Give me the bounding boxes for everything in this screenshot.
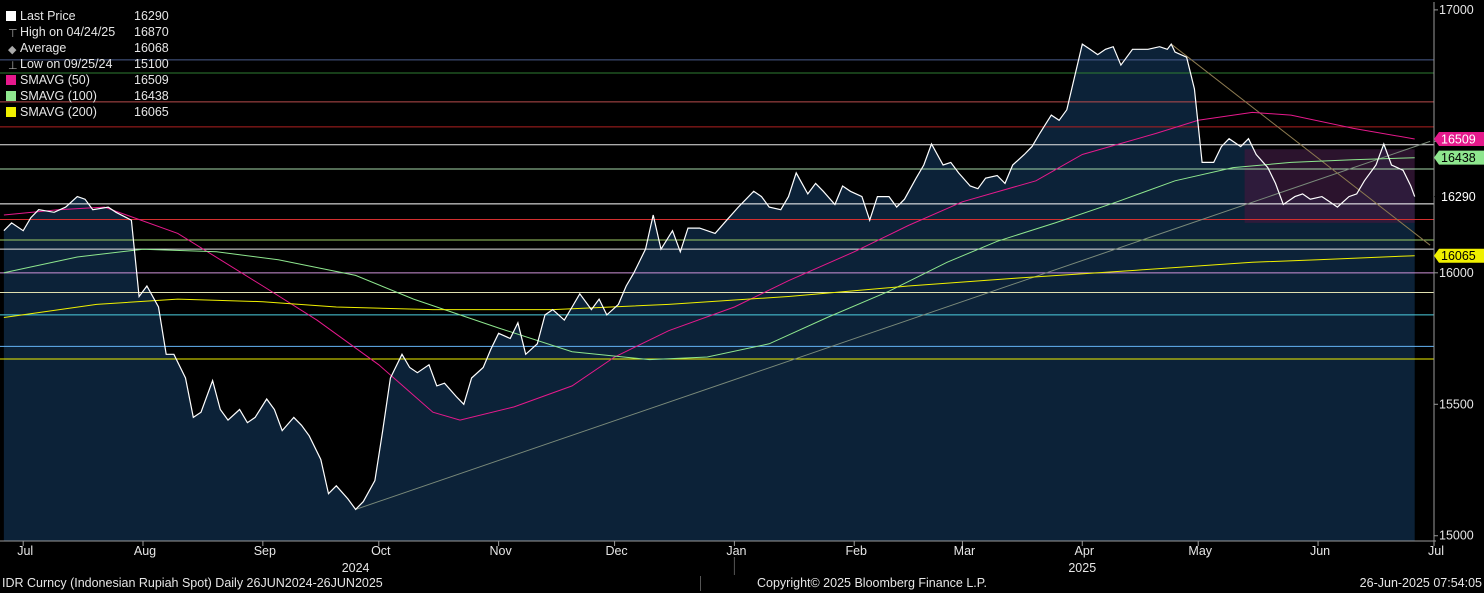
footer-copyright: Copyright© 2025 Bloomberg Finance L.P.	[757, 576, 987, 590]
average-marker-icon: ◆	[8, 44, 17, 56]
sma-line	[3, 111, 1415, 421]
x-tick-label: Jan	[726, 544, 746, 558]
legend: Last Price 16290 ⊤ High on 04/24/25 1687…	[4, 8, 184, 120]
legend-row-low: ⊥ Low on 09/25/24 15100	[4, 56, 184, 72]
footer-divider	[700, 576, 701, 591]
sma100-swatch-icon	[4, 90, 18, 102]
x-tick-label: Jun	[1310, 544, 1330, 558]
value-tag-bg	[1434, 248, 1484, 263]
year-label: 2024	[342, 561, 370, 575]
legend-label: SMAVG (100)	[20, 89, 97, 103]
sma-line	[3, 157, 1415, 361]
x-tick-label: Feb	[845, 544, 867, 558]
legend-label: SMAVG (200)	[20, 105, 97, 119]
legend-row-sma50: SMAVG (50) 16509	[4, 72, 184, 88]
price-chart: 1500015500160001650017000JulAugSepOctNov…	[0, 2, 1484, 575]
legend-value: 15100	[134, 57, 169, 71]
legend-value: 16438	[134, 89, 169, 103]
x-tick-label: Sep	[254, 544, 276, 558]
x-tick-label: Jul	[17, 544, 33, 558]
legend-label: Average	[20, 41, 67, 55]
value-tag-bg	[1434, 189, 1484, 204]
legend-row-sma100: SMAVG (100) 16438	[4, 88, 184, 104]
footer-timestamp: 26-Jun-2025 07:54:05	[1359, 576, 1482, 590]
footer-security-info: IDR Curncy (Indonesian Rupiah Spot) Dail…	[2, 576, 383, 590]
legend-value: 16290	[134, 9, 169, 23]
legend-label: SMAVG (50)	[20, 73, 90, 87]
legend-value: 16509	[134, 73, 169, 87]
legend-row-last-price: Last Price 16290	[4, 8, 184, 24]
legend-label: Low on 09/25/24	[20, 57, 113, 71]
legend-row-average: ◆ Average 16068	[4, 40, 184, 56]
y-tick-label: 16000	[1439, 266, 1474, 280]
x-tick-label: Jul	[1428, 544, 1444, 558]
y-tick-label: 17000	[1439, 3, 1474, 17]
value-tag-label: 16438	[1441, 151, 1476, 165]
x-tick-label: Oct	[371, 544, 391, 558]
sma200-swatch-icon	[4, 106, 18, 118]
sma-line	[3, 255, 1415, 318]
footer-bar: IDR Curncy (Indonesian Rupiah Spot) Dail…	[0, 576, 1484, 593]
legend-value: 16065	[134, 105, 169, 119]
x-tick-label: May	[1188, 544, 1212, 558]
y-tick-label: 15000	[1439, 529, 1474, 543]
value-tag-label: 16065	[1441, 249, 1476, 263]
legend-label: Last Price	[20, 9, 76, 23]
legend-row-sma200: SMAVG (200) 16065	[4, 104, 184, 120]
x-tick-label: Apr	[1075, 544, 1094, 558]
value-tag-bg	[1434, 131, 1484, 146]
legend-label: High on 04/24/25	[20, 25, 116, 39]
x-tick-label: Dec	[605, 544, 627, 558]
value-tag-label: 16290	[1441, 190, 1476, 204]
legend-row-high: ⊤ High on 04/24/25 16870	[4, 24, 184, 40]
value-tag-bg	[1434, 150, 1484, 165]
x-tick-label: Mar	[954, 544, 976, 558]
value-tag-label: 16509	[1441, 132, 1476, 146]
low-marker-icon: ⊥	[8, 60, 18, 72]
legend-value: 16068	[134, 41, 169, 55]
trendline	[1170, 43, 1431, 246]
x-tick-label: Aug	[134, 544, 156, 558]
y-tick-label: 15500	[1439, 397, 1474, 411]
price-line	[3, 42, 1416, 511]
high-marker-icon: ⊤	[8, 28, 18, 40]
sma50-swatch-icon	[4, 74, 18, 86]
trendline	[355, 140, 1431, 510]
last-price-swatch-icon	[4, 10, 18, 22]
x-tick-label: Nov	[489, 544, 512, 558]
year-label: 2025	[1068, 561, 1096, 575]
legend-value: 16870	[134, 25, 169, 39]
